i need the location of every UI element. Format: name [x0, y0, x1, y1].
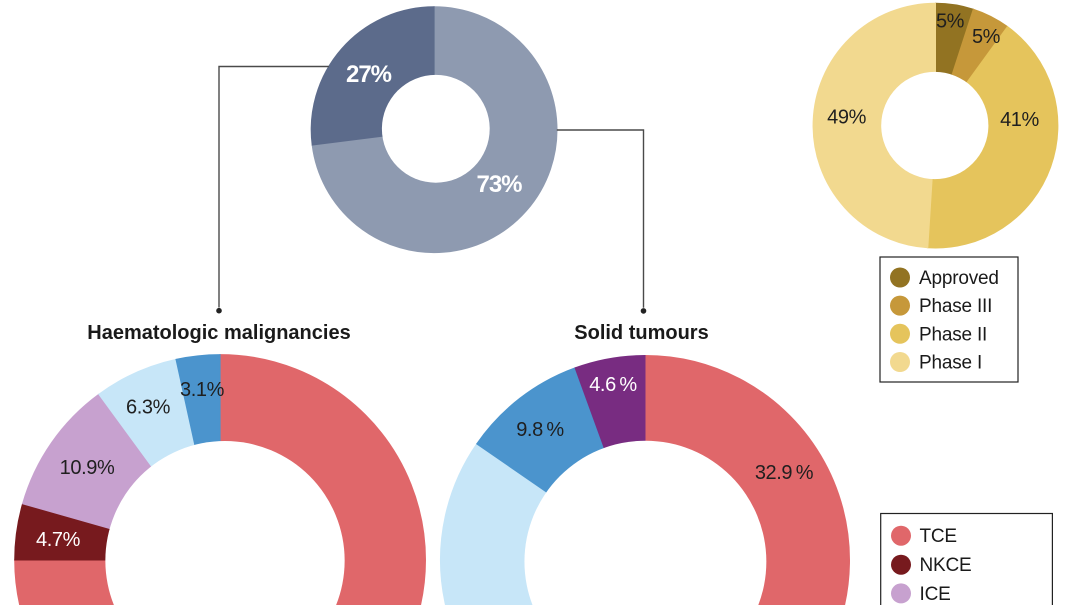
- svg-text:32.9 %: 32.9 %: [755, 462, 814, 484]
- svg-text:73%: 73%: [476, 171, 522, 198]
- svg-text:Phase III: Phase III: [919, 296, 992, 317]
- svg-text:TCE: TCE: [920, 526, 957, 547]
- svg-text:4.6 %: 4.6 %: [589, 374, 637, 396]
- svg-text:Solid tumours: Solid tumours: [574, 322, 708, 344]
- svg-text:ICE: ICE: [920, 584, 951, 605]
- svg-text:Approved: Approved: [919, 268, 999, 289]
- svg-text:10.9%: 10.9%: [60, 457, 115, 479]
- svg-text:5%: 5%: [936, 11, 965, 33]
- svg-text:NKCE: NKCE: [920, 555, 972, 576]
- svg-text:3.1%: 3.1%: [180, 379, 225, 401]
- svg-text:6.3%: 6.3%: [126, 397, 171, 419]
- svg-text:Haematologic malignancies: Haematologic malignancies: [87, 322, 350, 344]
- svg-text:Phase I: Phase I: [919, 353, 982, 374]
- svg-text:49%: 49%: [827, 107, 866, 129]
- svg-text:9.8 %: 9.8 %: [516, 419, 564, 441]
- svg-text:27%: 27%: [346, 61, 392, 88]
- svg-text:4.7%: 4.7%: [36, 529, 81, 551]
- svg-text:Phase II: Phase II: [919, 324, 987, 345]
- svg-text:41%: 41%: [1000, 109, 1039, 131]
- svg-text:5%: 5%: [972, 26, 1001, 48]
